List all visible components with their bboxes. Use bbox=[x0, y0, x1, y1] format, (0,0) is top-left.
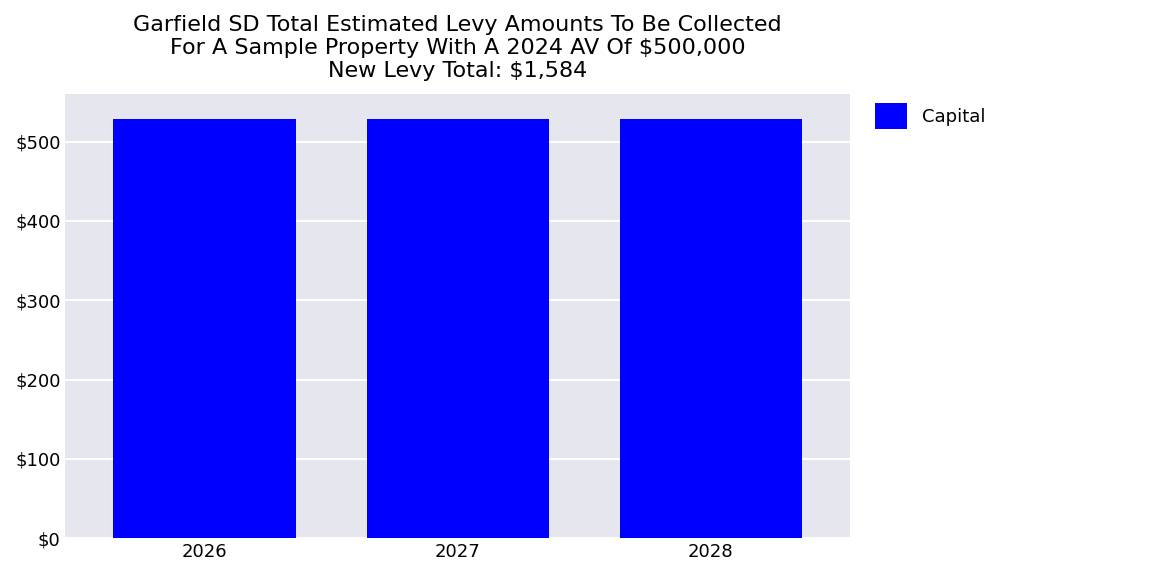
Bar bbox=[366, 119, 548, 538]
Bar bbox=[620, 119, 802, 538]
Legend: Capital: Capital bbox=[874, 103, 985, 128]
Bar bbox=[113, 119, 296, 538]
Title: Garfield SD Total Estimated Levy Amounts To Be Collected
For A Sample Property W: Garfield SD Total Estimated Levy Amounts… bbox=[134, 15, 782, 81]
